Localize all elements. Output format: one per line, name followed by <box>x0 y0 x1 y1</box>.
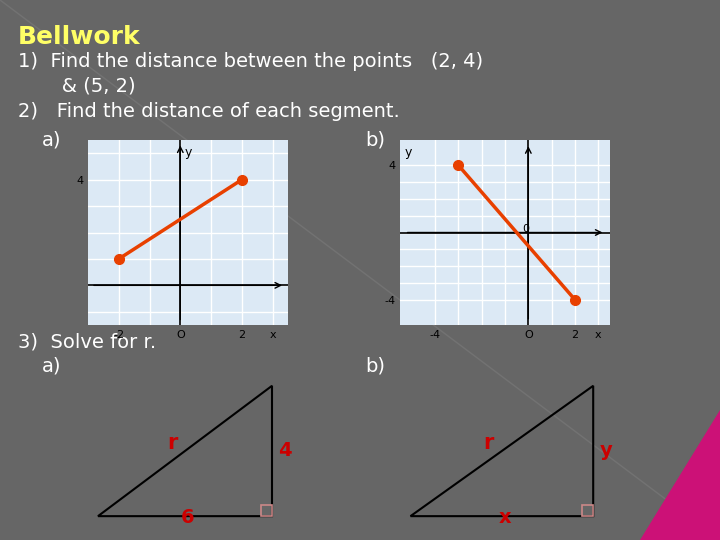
Text: 0: 0 <box>522 224 528 234</box>
Text: a): a) <box>42 356 61 375</box>
Text: Bellwork: Bellwork <box>18 25 140 49</box>
Text: b): b) <box>365 130 385 149</box>
Bar <box>582 505 593 516</box>
Polygon shape <box>640 410 720 540</box>
Text: y: y <box>184 146 192 159</box>
Text: & (5, 2): & (5, 2) <box>18 76 135 95</box>
Text: b): b) <box>365 356 385 375</box>
Text: 1)  Find the distance between the points   (2, 4): 1) Find the distance between the points … <box>18 52 483 71</box>
Text: r: r <box>167 433 177 453</box>
Text: r: r <box>483 433 493 453</box>
Text: y: y <box>600 442 612 461</box>
Text: 2)   Find the distance of each segment.: 2) Find the distance of each segment. <box>18 102 400 121</box>
Text: x: x <box>499 508 511 527</box>
Text: 6: 6 <box>181 508 195 527</box>
Text: 3)  Solve for r.: 3) Solve for r. <box>18 332 156 351</box>
Text: y: y <box>404 146 412 159</box>
Bar <box>261 505 272 516</box>
Text: a): a) <box>42 130 61 149</box>
Text: 4: 4 <box>278 442 292 461</box>
